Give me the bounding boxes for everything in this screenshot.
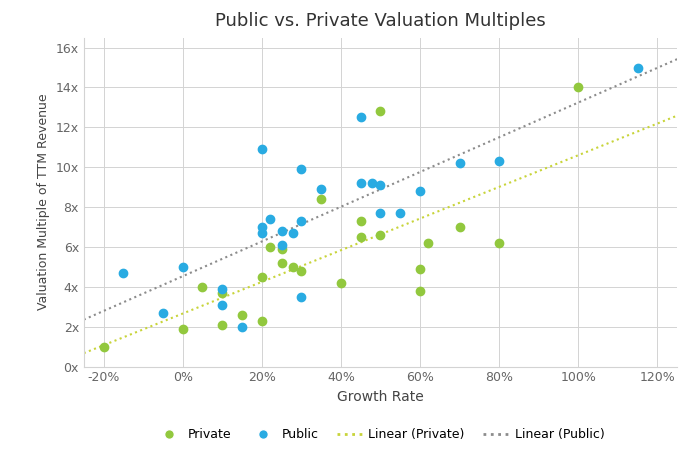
Point: [375, 231, 386, 239]
Point: [375, 209, 386, 217]
Point: [197, 283, 208, 290]
Point: [572, 84, 584, 91]
Point: [264, 215, 275, 223]
Point: [276, 227, 287, 235]
Point: [256, 317, 267, 324]
Point: [216, 321, 228, 329]
Point: [276, 259, 287, 266]
Point: [256, 273, 267, 281]
Point: [256, 146, 267, 153]
Point: [296, 217, 307, 225]
Point: [415, 265, 426, 273]
Point: [256, 223, 267, 231]
Point: [216, 301, 228, 308]
Point: [157, 309, 168, 316]
Point: [288, 263, 299, 271]
Point: [415, 188, 426, 195]
X-axis label: Growth Rate: Growth Rate: [337, 390, 424, 404]
Legend: Private, Public, Linear (Private), Linear (Public): Private, Public, Linear (Private), Linea…: [151, 423, 609, 446]
Point: [296, 267, 307, 274]
Point: [493, 157, 505, 165]
Point: [177, 325, 188, 332]
Point: [493, 239, 505, 247]
Point: [632, 64, 643, 71]
Point: [315, 185, 327, 193]
Point: [98, 343, 109, 351]
Point: [216, 289, 228, 297]
Point: [315, 196, 327, 203]
Point: [375, 181, 386, 189]
Point: [422, 239, 433, 247]
Point: [177, 263, 188, 271]
Point: [375, 108, 386, 115]
Point: [355, 180, 366, 187]
Point: [296, 165, 307, 173]
Y-axis label: Valuation Multiple of TTM Revenue: Valuation Multiple of TTM Revenue: [37, 94, 50, 310]
Point: [367, 180, 378, 187]
Point: [355, 217, 366, 225]
Point: [216, 285, 228, 293]
Point: [415, 287, 426, 295]
Point: [454, 159, 465, 167]
Point: [355, 233, 366, 241]
Title: Public vs. Private Valuation Multiples: Public vs. Private Valuation Multiples: [215, 13, 546, 31]
Point: [237, 311, 248, 319]
Point: [394, 209, 406, 217]
Point: [237, 323, 248, 330]
Point: [355, 114, 366, 121]
Point: [454, 223, 465, 231]
Point: [264, 243, 275, 251]
Point: [276, 241, 287, 249]
Point: [335, 279, 346, 287]
Point: [276, 245, 287, 253]
Point: [296, 293, 307, 301]
Point: [118, 269, 129, 277]
Point: [256, 229, 267, 237]
Point: [288, 229, 299, 237]
